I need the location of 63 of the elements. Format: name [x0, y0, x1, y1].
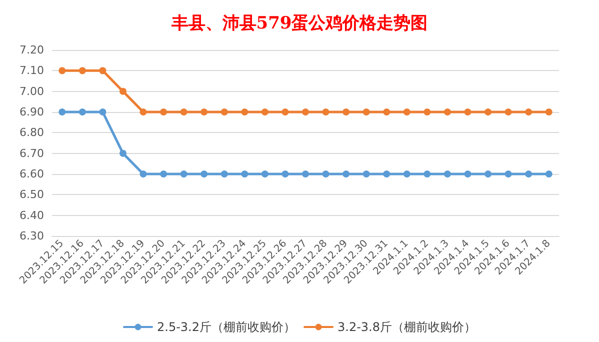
legend-label: 3.2-3.8斤（棚前收购价）: [338, 320, 476, 334]
y-tick-label: 6.90: [20, 106, 44, 118]
point: [504, 170, 512, 178]
y-tick-label: 6.50: [20, 188, 44, 202]
point: [484, 108, 492, 116]
point: [444, 108, 451, 116]
y-tick-label: 7.00: [20, 84, 44, 98]
point: [302, 108, 309, 116]
point: [525, 108, 532, 116]
point: [545, 170, 552, 178]
point: [261, 108, 268, 116]
point: [160, 170, 168, 178]
point: [403, 170, 410, 178]
point: [220, 108, 228, 116]
y-tick-label: 7.10: [20, 64, 44, 78]
point: [140, 108, 147, 116]
point: [200, 108, 208, 116]
chart-title: 丰县、沛县579蛋公鸡价格走势图: [170, 14, 428, 34]
point: [58, 108, 66, 116]
point: [119, 88, 126, 95]
point: [180, 170, 188, 178]
point: [424, 108, 431, 116]
point: [362, 108, 370, 116]
point: [200, 170, 208, 178]
point: [302, 170, 309, 178]
point: [464, 108, 472, 116]
point: [362, 170, 370, 178]
point: [140, 170, 147, 178]
point: [525, 170, 532, 178]
y-tick-label: 6.60: [20, 168, 44, 180]
y-tick-label: 7.20: [20, 44, 44, 56]
y-tick-label: 6.40: [20, 208, 44, 222]
point: [78, 108, 86, 116]
point: [99, 108, 106, 116]
point: [342, 108, 350, 116]
point: [322, 170, 330, 178]
point: [484, 170, 492, 178]
point: [78, 67, 86, 74]
point: [160, 108, 168, 116]
point: [58, 67, 66, 74]
point: [383, 170, 390, 178]
point: [282, 170, 289, 178]
point: [342, 170, 350, 178]
y-tick-label: 6.80: [20, 126, 44, 140]
point: [322, 108, 330, 116]
point: [545, 108, 552, 116]
point: [464, 170, 472, 178]
point: [444, 170, 451, 178]
point: [383, 108, 390, 116]
y-tick-label: 6.30: [20, 230, 44, 242]
point: [424, 170, 431, 178]
point: [282, 108, 289, 116]
point: [504, 108, 512, 116]
point: [261, 170, 268, 178]
point: [180, 108, 188, 116]
point: [220, 170, 228, 178]
point: [241, 170, 248, 178]
point: [119, 150, 126, 157]
point: [241, 108, 248, 116]
point: [99, 67, 106, 74]
legend-label: 2.5-3.2斤（棚前收购价）: [157, 320, 296, 334]
y-tick-label: 6.70: [20, 146, 44, 160]
point: [403, 108, 410, 116]
